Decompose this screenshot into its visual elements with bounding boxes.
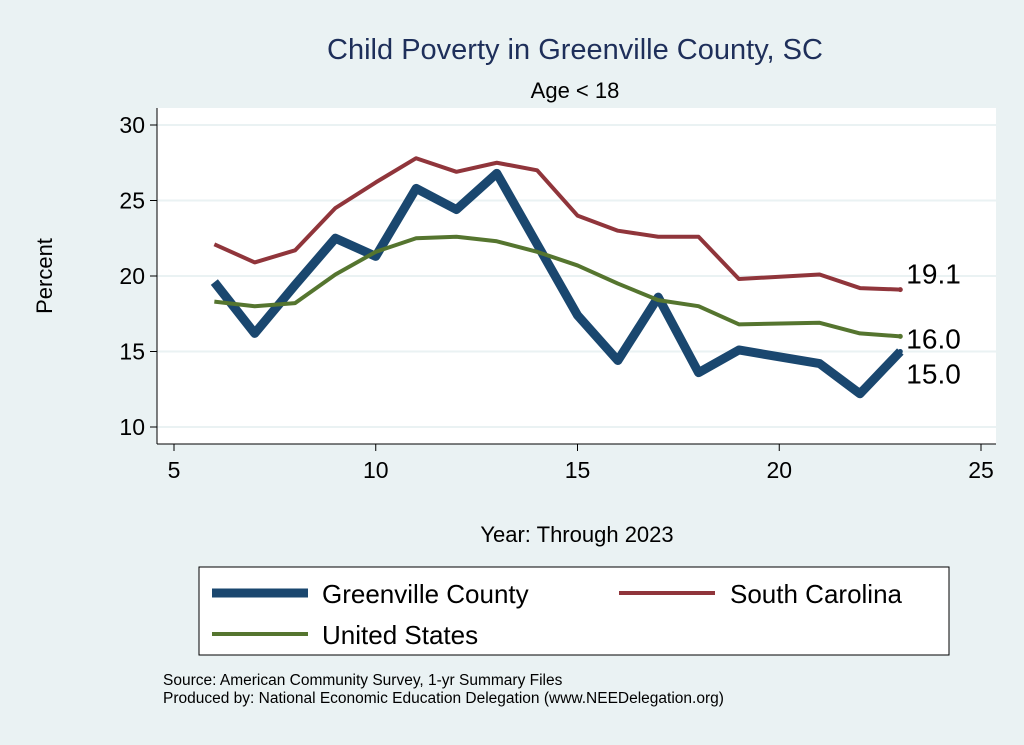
y-tick-label: 15 — [119, 339, 145, 365]
y-tick-label: 20 — [119, 263, 145, 289]
y-tick-label: 10 — [119, 414, 145, 440]
series-line-south-carolina — [213, 156, 901, 292]
series-line-united-states — [214, 234, 901, 339]
end-point — [897, 333, 903, 339]
x-tick-label: 25 — [968, 457, 994, 483]
x-tick-label: 5 — [168, 457, 181, 483]
legend — [198, 566, 950, 656]
legend-label: United States — [322, 620, 478, 650]
chart-title: Child Poverty in Greenville County, SC — [327, 34, 823, 66]
source-note: Source: American Community Survey, 1-yr … — [163, 672, 563, 689]
end-value-label: 15.0 — [906, 359, 961, 390]
producer-note: Produced by: National Economic Education… — [163, 690, 724, 707]
end-value-label: 19.1 — [906, 259, 961, 290]
x-tick-label: 15 — [565, 457, 591, 483]
x-tick-label: 20 — [766, 457, 792, 483]
end-value-label: 16.0 — [906, 323, 961, 354]
legend-label: South Carolina — [730, 579, 903, 609]
y-axis-label: Percent — [32, 238, 57, 314]
y-tick-label: 30 — [119, 112, 145, 138]
end-point — [897, 349, 903, 354]
x-tick-label: 10 — [363, 457, 389, 483]
legend-label: Greenville County — [322, 579, 529, 609]
series-line-greenville-county — [210, 168, 904, 399]
chart-subtitle: Age < 18 — [531, 78, 620, 103]
x-axis-label: Year: Through 2023 — [480, 522, 673, 547]
y-tick-label: 25 — [119, 188, 145, 214]
end-point — [897, 287, 903, 293]
